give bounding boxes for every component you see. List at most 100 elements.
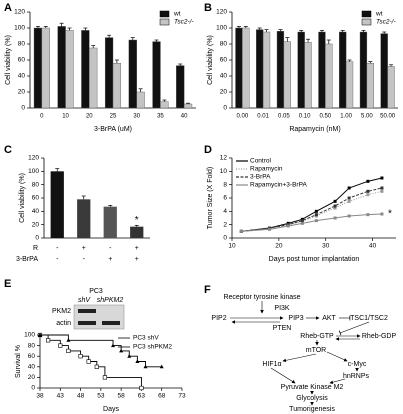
legend-label: 3-BrPA — [250, 174, 271, 181]
treatment-sign: - — [83, 256, 86, 263]
x-tick-label: 20 — [86, 114, 93, 120]
pathway-node: c-Myc — [348, 361, 367, 368]
pathway-node: Tumorigenesis — [289, 406, 335, 413]
blot-band — [78, 321, 96, 325]
y-tick-label: 40 — [32, 208, 40, 215]
y-axis-label: Cell viability (%) — [19, 173, 26, 223]
bar — [130, 226, 144, 238]
pathway-node: Rheb-GDP — [362, 333, 397, 340]
y-tick-label: 12 — [220, 155, 228, 162]
bar — [128, 39, 137, 109]
x-axis-label: Rapamycin (nM) — [289, 126, 340, 133]
point — [139, 385, 144, 391]
bar — [276, 31, 285, 109]
point — [333, 216, 337, 220]
panel-letter: E — [4, 278, 11, 290]
point — [314, 219, 318, 223]
point — [380, 189, 384, 193]
panel-letter: D — [204, 144, 212, 156]
x-tick-label: 20 — [275, 243, 283, 250]
bar — [235, 27, 243, 109]
point — [333, 199, 337, 203]
x-tick-label: 63 — [138, 393, 146, 400]
x-tick-label: 35 — [157, 114, 164, 120]
point — [347, 196, 351, 200]
point — [314, 213, 318, 217]
bar — [242, 27, 250, 109]
y-tick-label: 4 — [223, 208, 227, 215]
point — [58, 343, 63, 348]
bar — [283, 41, 291, 109]
y-tick-label: 0 — [35, 235, 39, 242]
y-tick-label: 100 — [14, 25, 25, 32]
point — [314, 209, 318, 213]
x-tick-label: 0.50 — [320, 114, 332, 120]
legend-swatch — [159, 18, 170, 26]
point — [366, 189, 370, 193]
y-tick-label: 0 — [21, 105, 25, 112]
legend-label: Tsc2-/- — [376, 19, 396, 26]
pathway-node: AKT — [322, 315, 336, 322]
legend-swatch — [159, 10, 170, 18]
blot-band-label: PKM2 — [52, 308, 71, 315]
point — [366, 179, 370, 183]
bar — [103, 206, 117, 238]
bar — [89, 47, 98, 109]
legend-label: PC3 shV — [133, 335, 159, 342]
point — [300, 219, 304, 223]
pathway-node: TSC1/TSC2 — [350, 315, 388, 322]
x-tick-label: 58 — [118, 393, 126, 400]
legend-label: PC3 shPKM2 — [133, 344, 172, 351]
bar — [256, 29, 264, 109]
y-tick-label: 100 — [216, 25, 227, 32]
bar — [65, 30, 74, 109]
legend-label: Tsc2-/- — [174, 19, 194, 26]
point — [38, 332, 42, 337]
point — [78, 354, 83, 359]
treatment-label: 3-BrPA — [16, 256, 38, 263]
pathway-node: PIP2 — [211, 315, 226, 322]
blot-title: PC3 — [89, 288, 103, 295]
x-axis-label: Days — [103, 406, 119, 413]
bar — [136, 91, 145, 109]
point — [111, 343, 116, 348]
y-tick-label: 20 — [18, 89, 26, 96]
pathway-arrow — [338, 321, 370, 336]
y-tick-label: 2 — [223, 221, 227, 228]
y-axis-label: Cell viability (%) — [207, 35, 214, 85]
legend-swatch — [361, 18, 372, 26]
treatment-sign: + — [108, 256, 112, 263]
pathway-node: PIP3 — [288, 315, 303, 322]
point — [366, 213, 370, 217]
bar — [77, 199, 91, 238]
y-tick-label: 80 — [18, 41, 26, 48]
x-tick-label: 0.05 — [278, 114, 290, 120]
blot-band-label: actin — [56, 320, 71, 327]
treatment-label: R — [33, 245, 38, 252]
pathway-arrow — [270, 367, 296, 384]
x-tick-label: 1.00 — [340, 114, 352, 120]
bar — [176, 65, 185, 109]
bar — [366, 63, 374, 109]
bar — [112, 63, 122, 109]
x-tick-label: 30 — [322, 243, 330, 250]
bar — [57, 26, 66, 109]
y-tick-label: 40 — [28, 364, 36, 371]
y-tick-label: 80 — [220, 41, 228, 48]
point — [159, 364, 164, 369]
pathway-node: Glycolysis — [296, 395, 328, 402]
x-tick-label: 5.00 — [361, 114, 373, 120]
annotation: * — [135, 215, 139, 226]
panel-letter: A — [4, 2, 12, 14]
bar — [345, 61, 354, 109]
bar — [387, 66, 395, 109]
y-axis-label: Survival % — [15, 345, 22, 378]
pathway-arrow — [326, 351, 348, 362]
point — [66, 348, 71, 354]
point — [380, 186, 384, 190]
point — [239, 229, 243, 233]
x-tick-label: 0.00 — [237, 114, 249, 120]
bar — [359, 31, 368, 109]
y-axis-label: Cell viability (%) — [5, 35, 12, 85]
